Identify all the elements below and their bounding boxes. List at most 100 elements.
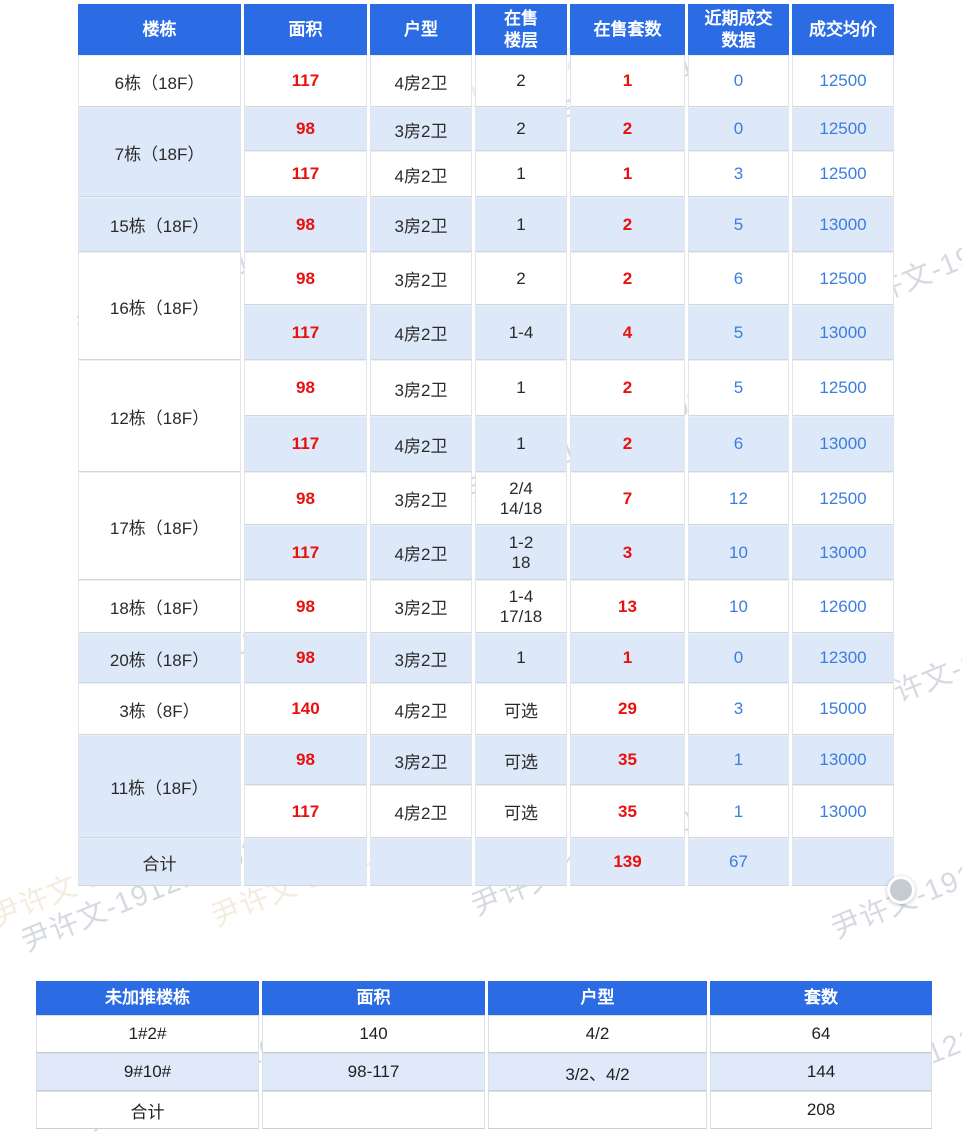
table-row: 11栋（18F） 98 3房2卫 可选 35 1 13000: [78, 735, 894, 838]
cell-layout: 3房2卫: [370, 197, 472, 252]
cell-count: 208: [710, 1091, 932, 1129]
cell-count: 144: [710, 1053, 932, 1091]
header-area: 面积: [262, 981, 485, 1015]
table-row: 16栋（18F） 98 3房2卫 2 2 6 12500: [78, 252, 894, 360]
cell-building: 7栋（18F）: [78, 107, 241, 197]
cell-layout: 4/2: [488, 1015, 707, 1053]
table-row: 12栋（18F） 98 3房2卫 1 2 5 12500: [78, 360, 894, 472]
header-layout: 户型: [488, 981, 707, 1015]
cell-deals: 67: [688, 838, 789, 886]
cell-floors: 可选: [475, 683, 567, 735]
table-row: 9#10# 98-117 3/2、4/2 144: [36, 1053, 932, 1091]
table-row: 合计 139 67: [78, 838, 894, 886]
cell-floors: 1: [475, 151, 567, 197]
cell-building: 合计: [78, 838, 241, 886]
cell-price: 12300: [792, 633, 894, 683]
table-row: 117 4房2卫 1-4 4 5 13000: [78, 305, 894, 360]
cell-floors: 1: [475, 360, 567, 416]
cell-layout: 3房2卫: [370, 633, 472, 683]
cell-price: 13000: [792, 785, 894, 838]
cell-unreleased-building: 合计: [36, 1091, 259, 1129]
cell-count: 13: [570, 580, 685, 633]
cell-floors: 2: [475, 107, 567, 151]
cell-area: 98: [244, 472, 367, 525]
cell-deals: 10: [688, 525, 789, 580]
cell-floors: 可选: [475, 735, 567, 785]
table-row: 6栋（18F） 117 4房2卫 2 1 0 12500: [78, 55, 894, 107]
cell-deals: 1: [688, 785, 789, 838]
cell-deals: 3: [688, 151, 789, 197]
cell-floors: 2/4 14/18: [475, 472, 567, 525]
cell-count: 2: [570, 197, 685, 252]
cell-area: 117: [244, 416, 367, 472]
cell-area: 98: [244, 580, 367, 633]
cell-floors: 1: [475, 633, 567, 683]
cell-price: 13000: [792, 305, 894, 360]
cell-building: 20栋（18F）: [78, 633, 241, 683]
cell-area: 98-117: [262, 1053, 485, 1091]
table-row: 117 4房2卫 1 2 6 13000: [78, 416, 894, 472]
cell-area: [244, 838, 367, 886]
cell-layout: 4房2卫: [370, 55, 472, 107]
scroll-handle[interactable]: [887, 876, 915, 904]
cell-floors: 1: [475, 416, 567, 472]
header-count: 套数: [710, 981, 932, 1015]
header-floors: 在售 楼层: [475, 4, 567, 55]
header-layout: 户型: [370, 4, 472, 55]
cell-layout: 4房2卫: [370, 525, 472, 580]
cell-area: 117: [244, 151, 367, 197]
cell-area: 117: [244, 55, 367, 107]
cell-building: 12栋（18F）: [78, 360, 241, 472]
cell-count: 3: [570, 525, 685, 580]
cell-count: 2: [570, 107, 685, 151]
cell-layout: 3房2卫: [370, 735, 472, 785]
table-row: 3栋（8F） 140 4房2卫 可选 29 3 15000: [78, 683, 894, 735]
cell-price: 13000: [792, 416, 894, 472]
cell-area: 98: [244, 252, 367, 305]
cell-deals: 0: [688, 107, 789, 151]
table-row: 1#2# 140 4/2 64: [36, 1015, 932, 1053]
cell-price: 12500: [792, 55, 894, 107]
cell-area: 98: [244, 360, 367, 416]
cell-count: 1: [570, 633, 685, 683]
cell-deals: 6: [688, 416, 789, 472]
cell-deals: 10: [688, 580, 789, 633]
cell-deals: 0: [688, 55, 789, 107]
cell-count: 4: [570, 305, 685, 360]
unreleased-table-header: 未加推楼栋 面积 户型 套数: [36, 981, 932, 1015]
cell-building: 17栋（18F）: [78, 472, 241, 580]
cell-count: 7: [570, 472, 685, 525]
cell-building: 3栋（8F）: [78, 683, 241, 735]
unreleased-table: 未加推楼栋 面积 户型 套数 1#2# 140 4/2 64 9#10# 98-117 3/2、4…: [33, 981, 935, 1129]
cell-price: 12600: [792, 580, 894, 633]
cell-deals: 6: [688, 252, 789, 305]
cell-floors: 2: [475, 252, 567, 305]
cell-layout: 3房2卫: [370, 107, 472, 151]
header-count: 在售套数: [570, 4, 685, 55]
cell-building: 16栋（18F）: [78, 252, 241, 360]
cell-area: 140: [244, 683, 367, 735]
listings-table-wrap: 楼栋 面积 户型 在售 楼层 在售套数 近期成交 数据 成交均价 6栋（18F） 117 4房2…: [75, 4, 897, 886]
cell-building: 11栋（18F）: [78, 735, 241, 838]
table-row: 15栋（18F） 98 3房2卫 1 2 5 13000: [78, 197, 894, 252]
cell-layout: 4房2卫: [370, 416, 472, 472]
listings-table-header: 楼栋 面积 户型 在售 楼层 在售套数 近期成交 数据 成交均价: [78, 4, 894, 55]
cell-floors: 1-4 17/18: [475, 580, 567, 633]
cell-building: 15栋（18F）: [78, 197, 241, 252]
cell-area: 117: [244, 525, 367, 580]
table-row: 17栋（18F） 98 3房2卫 2/4 14/18 7 12 12500: [78, 472, 894, 580]
cell-layout: 3房2卫: [370, 252, 472, 305]
table-row: 20栋（18F） 98 3房2卫 1 1 0 12300: [78, 633, 894, 683]
cell-layout: 4房2卫: [370, 683, 472, 735]
unreleased-table-wrap: 未加推楼栋 面积 户型 套数 1#2# 140 4/2 64 9#10# 98-117 3/2、4…: [33, 981, 935, 1129]
cell-floors: 1-4: [475, 305, 567, 360]
cell-area: 98: [244, 633, 367, 683]
cell-count: 139: [570, 838, 685, 886]
cell-price: 13000: [792, 197, 894, 252]
cell-floors: 1-2 18: [475, 525, 567, 580]
cell-price: 12500: [792, 252, 894, 305]
header-deals: 近期成交 数据: [688, 4, 789, 55]
cell-layout: [370, 838, 472, 886]
cell-floors: 可选: [475, 785, 567, 838]
cell-layout: 4房2卫: [370, 305, 472, 360]
